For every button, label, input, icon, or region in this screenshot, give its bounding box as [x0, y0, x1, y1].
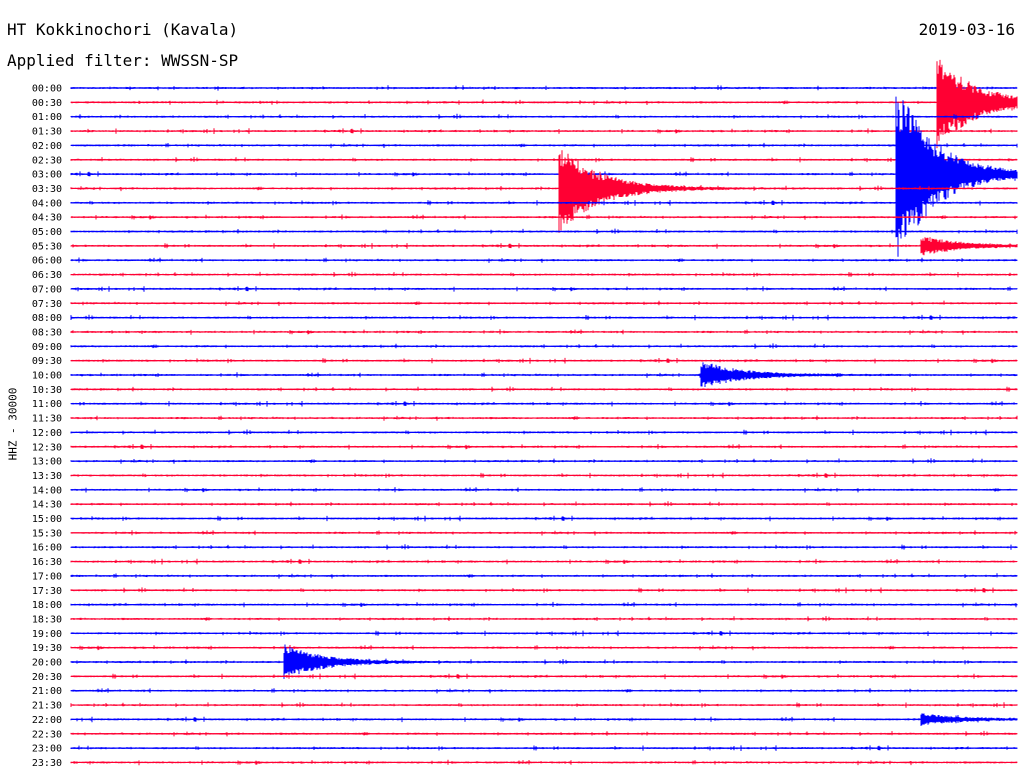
row-label: 15:00 [32, 514, 62, 525]
trace-0300 [70, 96, 1018, 257]
row-label: 14:30 [32, 500, 62, 511]
row-label: 11:30 [32, 414, 62, 425]
row-label: 09:30 [32, 356, 62, 367]
filter-label: Applied filter: WWSSN-SP [7, 51, 239, 70]
row-label: 12:30 [32, 442, 62, 453]
row-label: 18:00 [32, 600, 62, 611]
row-label: 01:00 [32, 112, 62, 123]
station-title: HT Kokkinochori (Kavala) [7, 20, 239, 39]
row-label: 07:30 [32, 299, 62, 310]
row-label: 11:00 [32, 399, 62, 410]
row-label: 15:30 [32, 528, 62, 539]
row-label: 22:00 [32, 715, 62, 726]
row-label: 02:00 [32, 141, 62, 152]
row-label: 16:00 [32, 543, 62, 554]
row-label: 01:30 [32, 127, 62, 138]
row-label: 22:30 [32, 729, 62, 740]
row-label: 12:00 [32, 428, 62, 439]
trace-0030 [70, 59, 1018, 149]
row-label: 03:00 [32, 170, 62, 181]
row-label: 08:00 [32, 313, 62, 324]
row-label: 00:00 [32, 84, 62, 95]
row-label: 09:00 [32, 342, 62, 353]
row-label: 16:30 [32, 557, 62, 568]
row-label: 08:30 [32, 327, 62, 338]
row-label: 03:30 [32, 184, 62, 195]
row-label: 23:30 [32, 758, 62, 769]
row-label: 17:00 [32, 571, 62, 582]
row-label: 10:30 [32, 385, 62, 396]
trace-0330 [70, 150, 1018, 233]
row-label: 20:00 [32, 658, 62, 669]
row-label: 10:00 [32, 371, 62, 382]
row-label: 13:00 [32, 457, 62, 468]
row-label: 04:30 [32, 213, 62, 224]
row-label: 05:30 [32, 241, 62, 252]
row-label: 17:30 [32, 586, 62, 597]
row-label: 02:30 [32, 155, 62, 166]
row-label: 18:30 [32, 614, 62, 625]
row-label: 04:00 [32, 198, 62, 209]
row-label: 21:00 [32, 686, 62, 697]
row-label: 21:30 [32, 701, 62, 712]
row-label: 23:00 [32, 744, 62, 755]
date-label: 2019-03-16 [918, 20, 1015, 39]
row-label: 06:00 [32, 256, 62, 267]
row-label: 06:30 [32, 270, 62, 281]
row-label: 07:00 [32, 284, 62, 295]
row-label: 13:30 [32, 471, 62, 482]
row-label: 00:30 [32, 98, 62, 109]
row-label: 20:30 [32, 672, 62, 683]
row-label: 14:00 [32, 485, 62, 496]
row-label: 19:30 [32, 643, 62, 654]
row-label: 19:00 [32, 629, 62, 640]
row-label: 05:00 [32, 227, 62, 238]
